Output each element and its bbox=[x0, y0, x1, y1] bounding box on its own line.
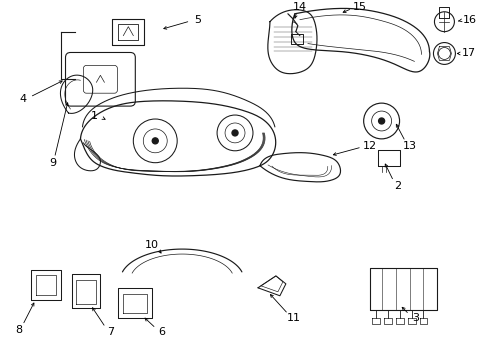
Text: 13: 13 bbox=[402, 141, 416, 151]
Text: 4: 4 bbox=[19, 94, 26, 104]
Text: 15: 15 bbox=[352, 2, 366, 12]
Text: 6: 6 bbox=[159, 327, 165, 337]
Text: 2: 2 bbox=[393, 180, 400, 190]
Text: 12: 12 bbox=[362, 141, 376, 151]
Text: 10: 10 bbox=[145, 240, 159, 250]
Text: 1: 1 bbox=[91, 111, 98, 121]
Text: 17: 17 bbox=[461, 49, 475, 58]
Text: 8: 8 bbox=[15, 324, 22, 334]
Text: 3: 3 bbox=[411, 312, 418, 323]
Text: 9: 9 bbox=[49, 158, 56, 168]
Text: 7: 7 bbox=[106, 327, 114, 337]
Circle shape bbox=[232, 130, 238, 136]
Text: 5: 5 bbox=[194, 15, 201, 25]
Text: 16: 16 bbox=[462, 15, 475, 25]
Circle shape bbox=[378, 118, 384, 124]
Circle shape bbox=[152, 138, 158, 144]
Text: 14: 14 bbox=[292, 2, 306, 12]
Text: 11: 11 bbox=[286, 312, 300, 323]
